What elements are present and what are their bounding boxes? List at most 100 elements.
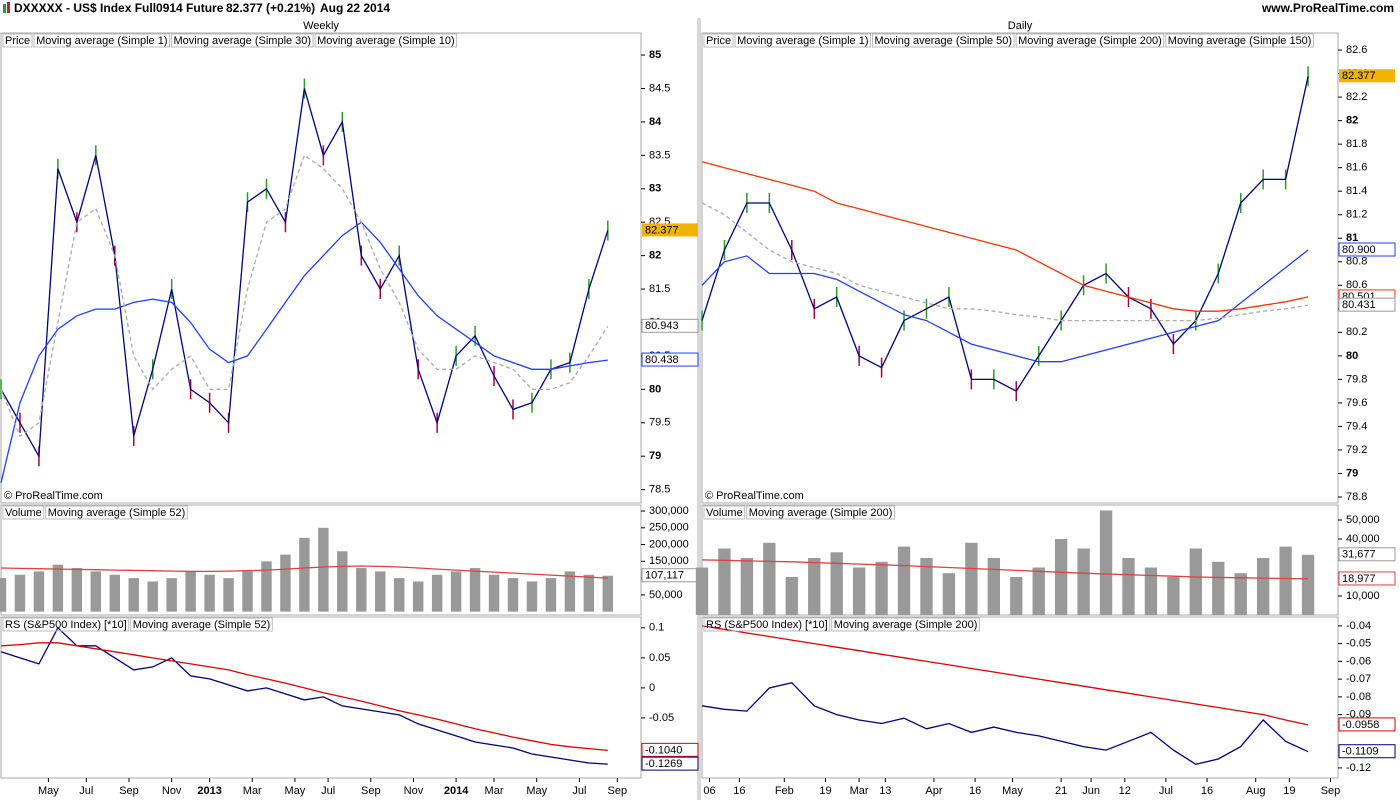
y-tick-label: 79.8 [1346, 373, 1367, 385]
x-tick-label: 12 [1119, 785, 1131, 797]
legend-box [2, 617, 130, 632]
y-tick-label: 84.5 [649, 82, 670, 94]
panel-frame [0, 504, 642, 616]
last-value-badge [641, 352, 699, 367]
y-tick-label: 81.8 [1346, 138, 1367, 150]
volume-bar [1301, 554, 1315, 615]
volume-bar [299, 537, 310, 612]
panel-frame [701, 616, 1339, 779]
y-tick-label: 79 [1346, 467, 1358, 479]
y-tick-label: 82.2 [1346, 91, 1367, 103]
quote: 82.377 (+0.21%) [226, 1, 315, 15]
volume-bar [1077, 548, 1090, 615]
volume-bar [875, 561, 888, 615]
volume-bar [318, 527, 329, 612]
legend-entry: Volume [706, 507, 743, 519]
y-tick-label: 10,000 [1346, 590, 1380, 602]
volume-bar [52, 564, 64, 612]
volume-bar [223, 578, 234, 612]
volume-bar [280, 554, 291, 612]
legend-entry: Moving average (Simple 30) [174, 35, 312, 47]
legend-entry: Moving average (Simple 200) [1018, 35, 1162, 47]
volume-bar [185, 571, 196, 612]
y-tick-label: 79.4 [1346, 420, 1367, 432]
y-tick-label: 80 [1346, 350, 1358, 362]
volume-bar [147, 581, 158, 612]
panel-title: Weekly [303, 20, 339, 32]
date: Aug 22 2014 [320, 1, 390, 15]
last-value-badge [641, 742, 699, 757]
volume-bar [166, 578, 177, 612]
x-tick-label: 13 [879, 785, 891, 797]
volume-bar [1099, 510, 1113, 615]
volume-bar [1144, 567, 1158, 615]
y-tick-label: -0.12 [1346, 762, 1371, 774]
volume-bar [1122, 558, 1135, 615]
x-tick-label: 16 [1201, 785, 1213, 797]
site: www.ProRealTime.com [1261, 1, 1394, 15]
series-line [701, 202, 1309, 322]
watermark: © ProRealTime.com [705, 490, 804, 502]
last-value-label: -0.1040 [645, 744, 682, 756]
y-tick-label: 80.6 [1346, 279, 1367, 291]
last-value-badge [1338, 242, 1396, 257]
y-tick-label: -0.07 [1346, 673, 1371, 685]
x-tick-label: Mar [850, 785, 869, 797]
panel-frame [0, 616, 642, 779]
legend-box [171, 33, 314, 48]
y-tick-label: 82.6 [1346, 44, 1367, 56]
x-tick-label: May [1002, 785, 1023, 797]
volume-bar [1257, 558, 1270, 615]
symbol: DXXXXX - US$ Index Full0914 Future [14, 1, 224, 15]
x-tick-label: May [285, 785, 306, 797]
x-tick-label: Mar [243, 785, 262, 797]
volume-bar [488, 574, 500, 612]
y-tick-label: 85 [649, 49, 661, 61]
volume-bar [394, 578, 405, 612]
y-tick-label: -0.05 [1346, 638, 1371, 650]
volume-bar [204, 574, 215, 612]
volume-bar [261, 561, 272, 612]
legend-entry: Moving average (Simple 1) [36, 35, 167, 47]
legend-box [831, 617, 980, 632]
x-tick-label: 16 [969, 785, 981, 797]
x-tick-label: Feb [775, 785, 794, 797]
panel-frame [701, 32, 1339, 504]
volume-bar [356, 568, 367, 612]
legend-entry: Moving average (Simple 52) [133, 619, 271, 631]
y-tick-label: 81.2 [1346, 209, 1367, 221]
legend-entry: Moving average (Simple 200) [749, 507, 893, 519]
legend-box [33, 33, 171, 48]
last-value-badge [1339, 69, 1395, 83]
last-value-label: -0.1269 [645, 758, 682, 770]
volume-bar [14, 574, 26, 612]
x-tick-label: Sep [1321, 785, 1341, 797]
y-tick-label: 150,000 [649, 555, 689, 567]
volume-bar [695, 567, 709, 615]
volume-bar [337, 551, 348, 612]
last-value-badge [642, 223, 698, 237]
y-tick-label: 79 [649, 450, 661, 462]
legend-entry: RS (S&P500 Index) [*10] [5, 619, 127, 631]
series-line [0, 88, 609, 459]
y-tick-label: 0 [649, 682, 655, 694]
x-tick-label: Mar [485, 785, 504, 797]
series-line [701, 249, 1309, 363]
y-tick-label: -0.08 [1346, 691, 1371, 703]
x-tick-label: May [38, 785, 59, 797]
series-line [0, 565, 608, 579]
y-tick-label: 79.6 [1346, 397, 1367, 409]
panel-title: Daily [1008, 20, 1033, 32]
volume-bar [1010, 577, 1023, 615]
volume-bar [1054, 539, 1068, 615]
volume-bar [1234, 573, 1247, 615]
volume-bar [431, 574, 443, 612]
y-tick-label: 78.8 [1346, 491, 1367, 503]
y-tick-label: 81 [1346, 232, 1358, 244]
legend-entry: Volume [5, 507, 42, 519]
legend-box [45, 505, 188, 520]
last-value-badge [1338, 717, 1396, 732]
legend-entry: Price [706, 35, 731, 47]
x-tick-label: 2013 [197, 785, 221, 797]
y-tick-label: 250,000 [649, 522, 689, 534]
